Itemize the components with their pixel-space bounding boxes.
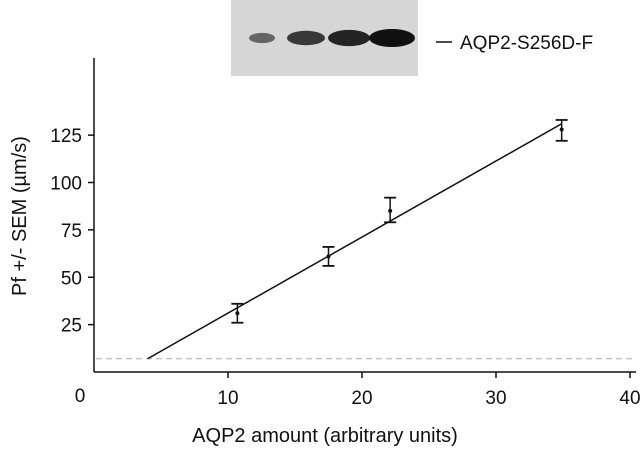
blot-band bbox=[328, 29, 370, 47]
data-point bbox=[555, 119, 568, 142]
x-axis-title: AQP2 amount (arbitrary units) bbox=[192, 425, 458, 447]
x-tick-label: 30 bbox=[485, 388, 506, 409]
y-tick-label: 125 bbox=[50, 126, 82, 147]
point-marker bbox=[388, 208, 393, 213]
point-marker bbox=[559, 127, 564, 132]
y-tick-label: 75 bbox=[61, 221, 82, 242]
y-axis-title: Pf +/- SEM (µm/s) bbox=[9, 136, 31, 296]
data-points bbox=[231, 119, 568, 324]
blot-band bbox=[287, 30, 325, 46]
data-point bbox=[384, 196, 397, 224]
blot-band bbox=[369, 29, 415, 47]
y-ticks: 25 50 75 100 125 bbox=[50, 126, 94, 337]
origin-label: 0 bbox=[75, 386, 86, 407]
y-tick-label: 100 bbox=[50, 174, 82, 195]
x-tick-label: 20 bbox=[351, 388, 372, 409]
x-tick-label: 40 bbox=[619, 388, 640, 409]
x-ticks: 10 20 30 40 bbox=[217, 372, 640, 409]
regression-line bbox=[147, 123, 563, 360]
data-point bbox=[231, 302, 244, 324]
point-marker bbox=[326, 254, 331, 259]
point-marker bbox=[235, 311, 240, 316]
western-blot-inset: AQP2-S256D-F bbox=[231, 0, 593, 76]
blot-bands bbox=[249, 29, 415, 47]
y-tick-label: 25 bbox=[61, 316, 82, 337]
data-point bbox=[322, 246, 335, 267]
blot-band bbox=[249, 32, 275, 44]
x-tick-label: 10 bbox=[217, 388, 238, 409]
y-tick-label: 50 bbox=[61, 268, 82, 289]
blot-label: AQP2-S256D-F bbox=[460, 33, 593, 54]
